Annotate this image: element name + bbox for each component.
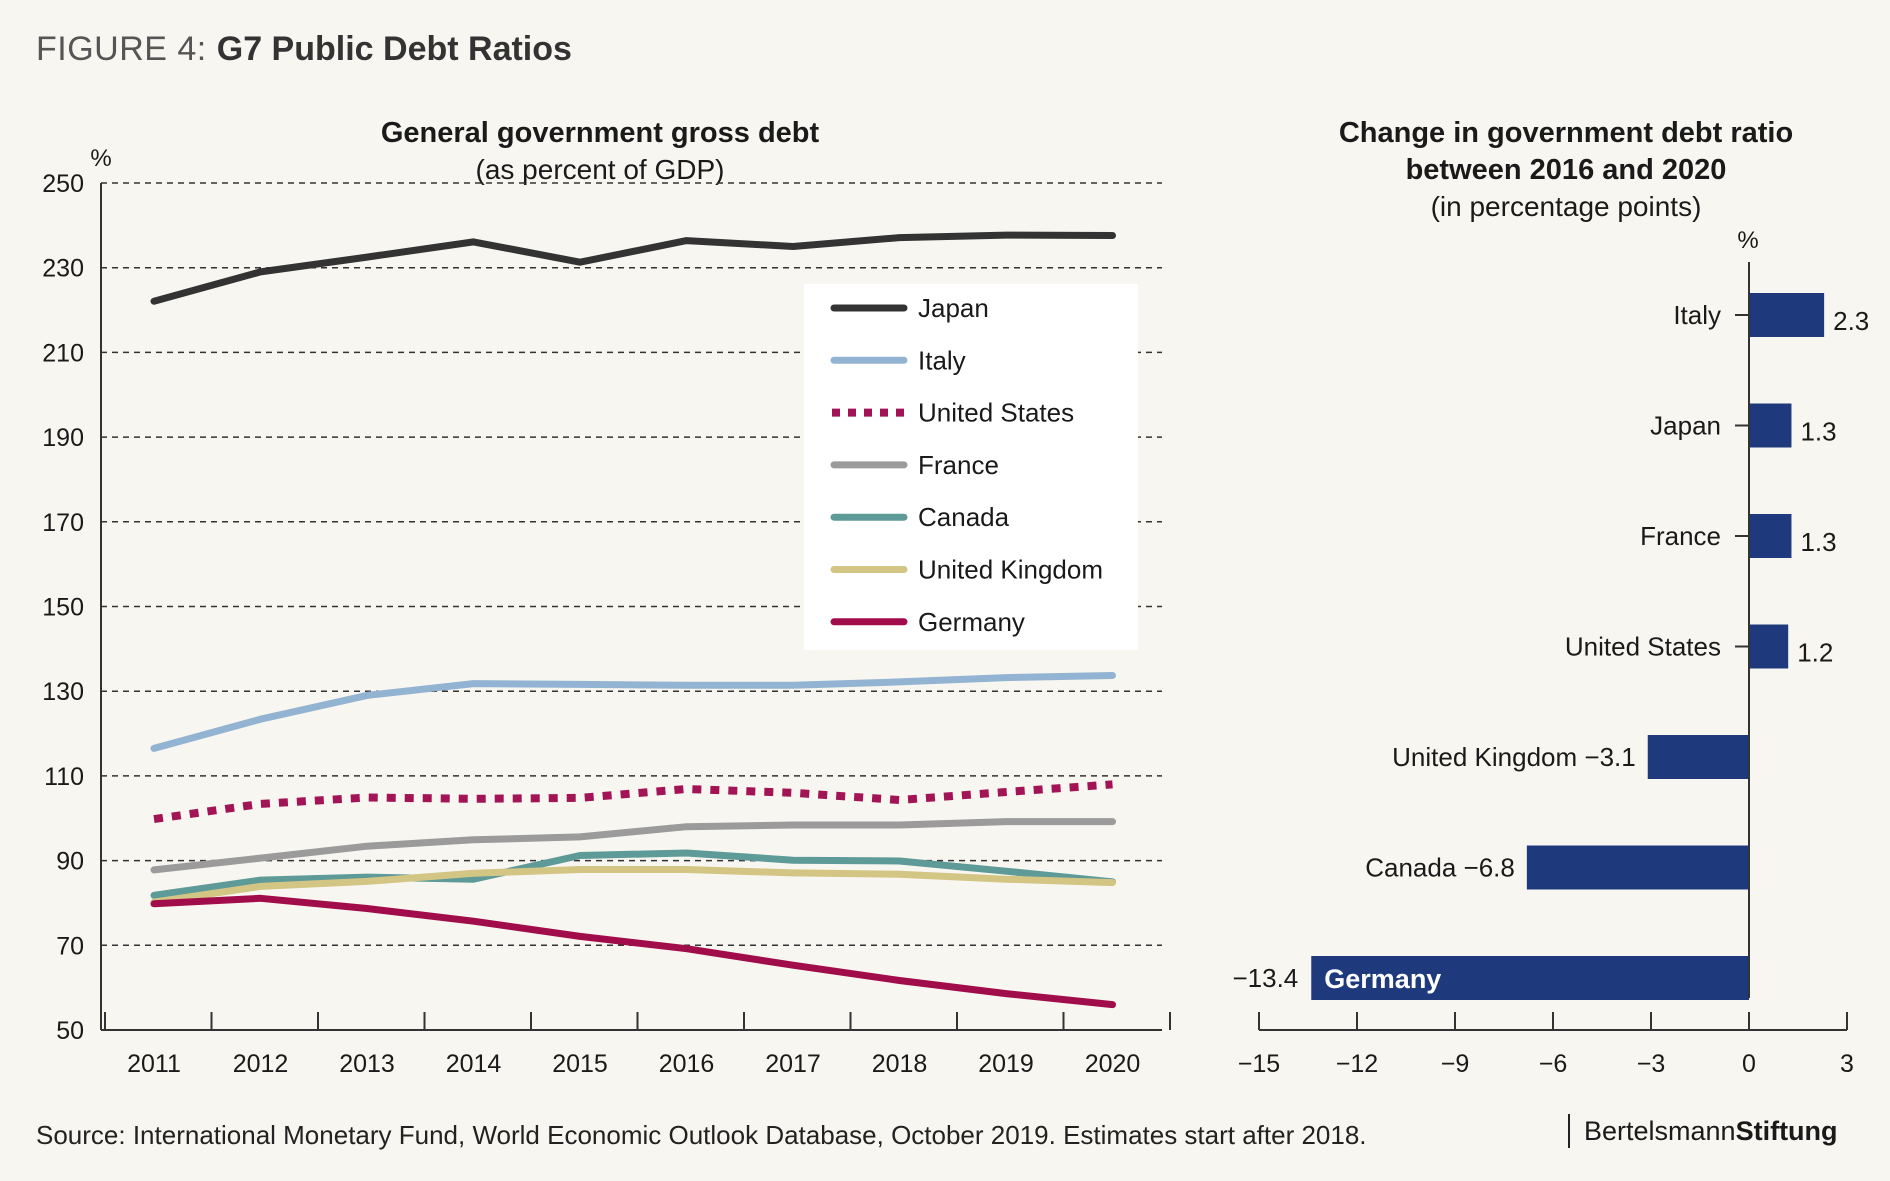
x-tick-label-2019: 2019	[978, 1050, 1034, 1078]
bar-x-tick-label-0: 0	[1742, 1050, 1756, 1078]
category-label-united-kingdom: United Kingdom −3.1	[1392, 742, 1636, 772]
category-label-united-states: United States	[1565, 632, 1721, 662]
x-tick-label-2015: 2015	[552, 1050, 608, 1078]
bar-germany	[1311, 956, 1749, 1000]
brand-name-part2: Stiftung	[1735, 1116, 1838, 1146]
bar-x-tick-label-9: −9	[1441, 1050, 1470, 1078]
x-tick-label-2012: 2012	[233, 1050, 289, 1078]
y-tick-label-190: 190	[42, 424, 84, 452]
legend-items: Japan Italy United States France Canada Unite…	[830, 293, 1103, 637]
legend-label-united-states: United States	[918, 398, 1074, 428]
legend-label-germany: Germany	[918, 607, 1025, 637]
line-chart-y-unit: %	[90, 145, 111, 172]
bar-japan	[1749, 403, 1792, 448]
bar-chart-x-unit: %	[1737, 227, 1758, 254]
figure-title-text: G7 Public Debt Ratios	[216, 30, 572, 68]
charts-canvas: General government gross debt (as percen…	[42, 117, 1869, 1078]
source-note: Source: International Monetary Fund, Wor…	[36, 1120, 1367, 1150]
y-tick-label-130: 130	[42, 678, 84, 706]
legend-label-united-kingdom: United Kingdom	[918, 555, 1103, 585]
bar-united-kingdom	[1647, 735, 1749, 779]
bar-chart-bars	[1311, 293, 1825, 1000]
y-tick-label-230: 230	[42, 255, 84, 283]
legend-label-france: France	[918, 450, 999, 480]
series-line-italy	[150, 672, 1116, 752]
legend-label-canada: Canada	[918, 502, 1010, 532]
value-label-germany: −13.4	[1232, 963, 1298, 993]
category-label-italy: Italy	[1673, 300, 1721, 330]
value-label-italy: 2.3	[1833, 306, 1869, 336]
value-label-canada: −6.8	[1464, 853, 1515, 883]
x-tick-label-2018: 2018	[872, 1050, 928, 1078]
line-chart-series	[150, 231, 1116, 1009]
y-tick-label-250: 250	[42, 170, 84, 198]
line-chart-subtitle: (as percent of GDP)	[476, 154, 725, 185]
series-line-canada	[150, 849, 1116, 899]
bar-chart: Change in government debt ratio between …	[1232, 117, 1869, 1078]
bar-x-tick-label-6: −6	[1539, 1050, 1568, 1078]
bar-canada	[1526, 845, 1749, 890]
bar-chart-title: Change in government debt ratio	[1339, 117, 1793, 149]
line-chart-axes: 50 70 90 110 130 150 170 190 210 230 250 2011 2012 20…	[42, 170, 1171, 1078]
category-label-france: France	[1640, 521, 1721, 551]
y-tick-label-70: 70	[56, 932, 84, 960]
bar-france	[1749, 514, 1792, 558]
bar-x-tick-label-3: 3	[1840, 1050, 1854, 1078]
category-label-germany: Germany	[1324, 964, 1441, 994]
x-tick-label-2014: 2014	[446, 1050, 502, 1078]
legend: Japan Italy United States France Canada Unite…	[804, 284, 1138, 650]
category-label-canada: Canada −6.8	[1365, 853, 1515, 883]
bar-chart-title-line2: between 2016 and 2020	[1406, 154, 1727, 186]
y-tick-label-50: 50	[56, 1017, 84, 1045]
bar-x-tick-label-15: −15	[1238, 1050, 1280, 1078]
bar-united-states	[1749, 624, 1789, 669]
x-tick-label-2013: 2013	[339, 1050, 395, 1078]
value-label-united-kingdom: −3.1	[1584, 742, 1635, 772]
series-line-united-states	[153, 780, 1113, 824]
series-line-france	[150, 818, 1116, 874]
legend-label-japan: Japan	[918, 293, 989, 323]
series-line-united-kingdom	[150, 866, 1116, 906]
y-tick-label-110: 110	[44, 763, 84, 791]
y-tick-label-210: 210	[42, 339, 84, 367]
bar-chart-subtitle: (in percentage points)	[1431, 191, 1702, 222]
x-tick-label-2017: 2017	[765, 1050, 821, 1078]
category-label-japan: Japan	[1650, 411, 1721, 441]
bar-x-tick-label-12: −12	[1336, 1050, 1378, 1078]
line-chart-title: General government gross debt	[381, 117, 820, 149]
x-tick-label-2020: 2020	[1085, 1050, 1141, 1078]
brand-logo: BertelsmannStiftung	[1568, 1114, 1838, 1148]
bar-italy	[1749, 293, 1825, 337]
line-chart: General government gross debt (as percen…	[42, 117, 1171, 1078]
value-label-united-states: 1.2	[1797, 638, 1833, 668]
y-tick-label-90: 90	[56, 848, 84, 876]
series-line-germany	[150, 894, 1116, 1009]
bar-chart-axes: −15 −12 −9 −6 −3 0 3 Italy 2.3 Japan 1.3 France 1.3 U…	[1232, 262, 1869, 1078]
figure-number: FIGURE 4:	[36, 30, 207, 68]
figure-title: FIGURE 4: G7 Public Debt Ratios	[36, 30, 572, 69]
x-tick-label-2011: 2011	[127, 1050, 181, 1078]
legend-label-italy: Italy	[918, 345, 966, 375]
bar-x-tick-label-3: −3	[1637, 1050, 1666, 1078]
value-label-japan: 1.3	[1800, 417, 1836, 447]
y-tick-label-170: 170	[42, 509, 84, 537]
series-line-japan	[150, 231, 1116, 305]
brand-name-part1: Bertelsmann	[1584, 1116, 1736, 1146]
x-tick-label-2016: 2016	[659, 1050, 715, 1078]
y-tick-label-150: 150	[42, 594, 84, 622]
value-label-france: 1.3	[1800, 527, 1836, 557]
